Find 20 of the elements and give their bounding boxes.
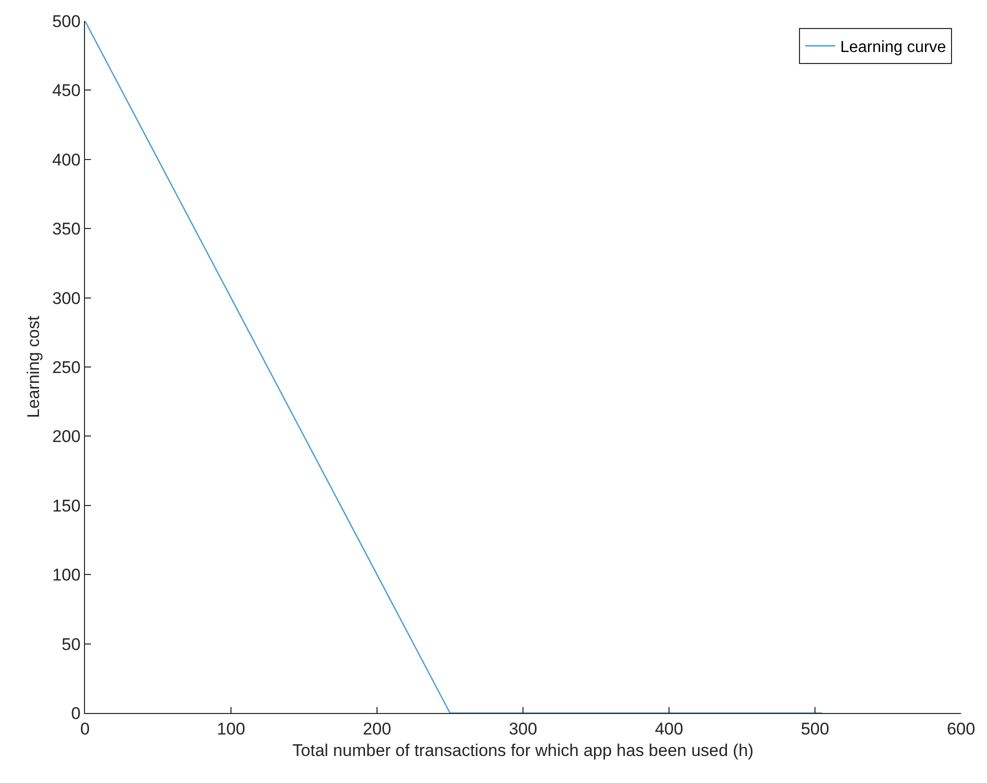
- y-tick-label: 200: [52, 427, 81, 446]
- y-tick-label: 300: [52, 288, 81, 308]
- y-tick-label: 350: [52, 220, 81, 239]
- x-axis-title: Total number of transactions for which app has been used (h): [292, 740, 754, 760]
- x-tick-label: 400: [654, 719, 684, 738]
- y-tick-label: 400: [52, 150, 81, 170]
- x-tick-label: 300: [508, 719, 538, 738]
- y-tick-label: 250: [52, 358, 81, 377]
- y-tick-label: 100: [52, 566, 81, 585]
- y-tick-label: 0: [71, 704, 81, 723]
- y-axis-title: Learning cost: [24, 316, 43, 418]
- x-tick-label: 200: [362, 719, 392, 738]
- x-tick-label: 100: [216, 719, 246, 738]
- x-tick-label: 500: [800, 719, 830, 738]
- y-tick-label: 450: [52, 81, 81, 100]
- x-tick-label: 600: [946, 719, 976, 738]
- y-tick-label: 150: [52, 496, 81, 516]
- y-tick-label: 50: [62, 634, 81, 654]
- y-tick-label: 500: [52, 12, 81, 31]
- legend-label: Learning curve: [840, 39, 946, 56]
